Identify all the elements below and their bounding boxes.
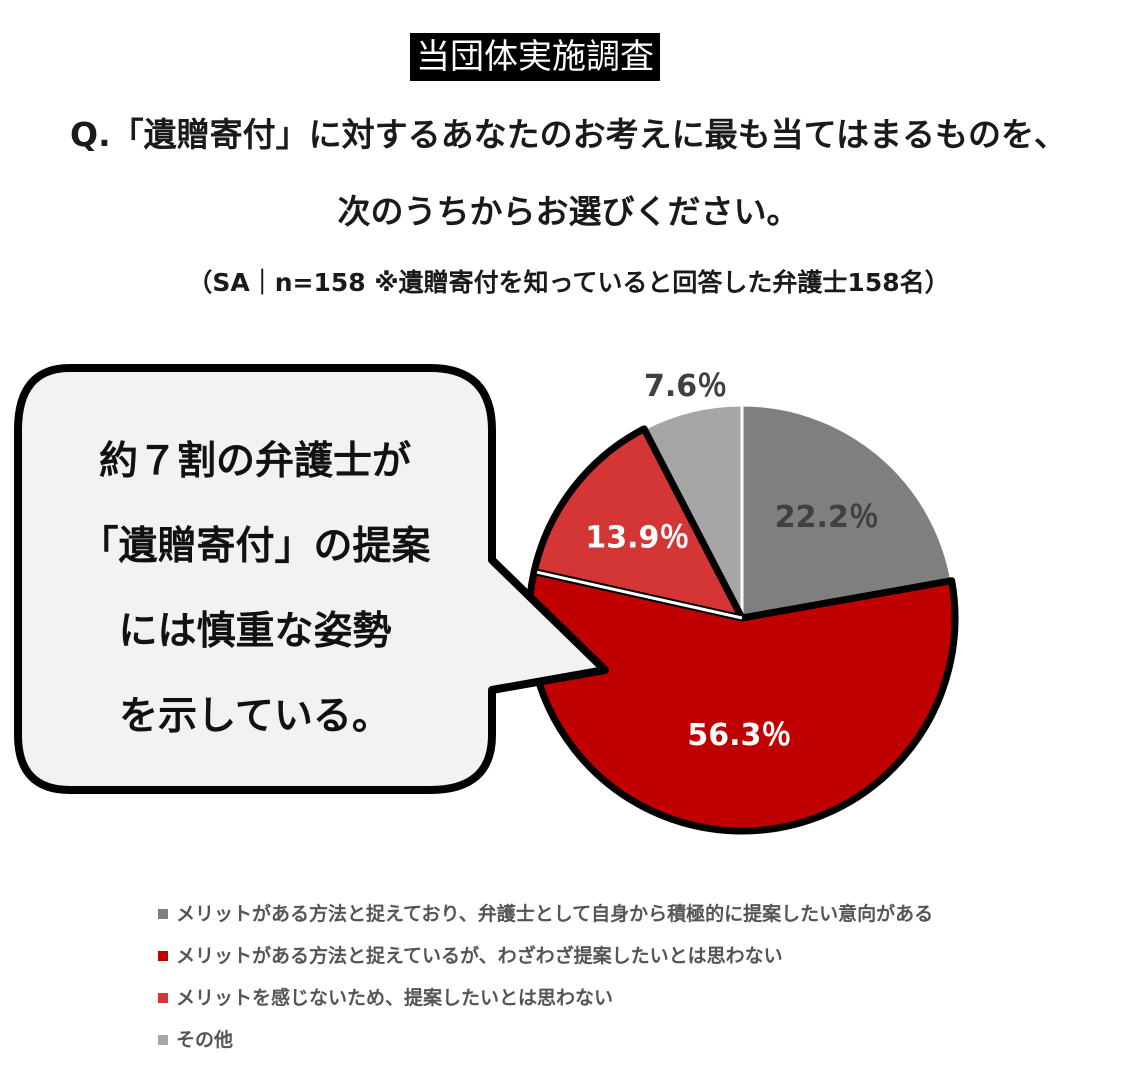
survey-badge: 当団体実施調査 <box>410 33 660 81</box>
legend-swatch <box>158 993 168 1003</box>
pie-divider <box>536 570 743 620</box>
pie-value-label: 13.9％ <box>585 520 689 555</box>
callout-line-4: を示している。 <box>119 694 391 739</box>
legend: メリットがある方法と捉えており、弁護士として自身から積極的に提案したい意向がある… <box>158 893 933 1061</box>
legend-swatch <box>158 1035 168 1045</box>
sample-note: （SA｜n=158 ※遺贈寄付を知っていると回答した弁護士158名） <box>187 268 950 297</box>
callout-line-1: 約７割の弁護士が <box>98 439 411 484</box>
question-title-line2: 次のうちからお選びください。 <box>337 192 800 231</box>
legend-item: メリットがある方法と捉えているが、わざわざ提案したいとは思わない <box>158 935 933 977</box>
legend-label: メリットがある方法と捉えており、弁護士として自身から積極的に提案したい意向がある <box>176 903 934 925</box>
legend-item: メリットがある方法と捉えており、弁護士として自身から積極的に提案したい意向がある <box>158 893 933 935</box>
legend-item: その他 <box>158 1019 933 1061</box>
pie-slice <box>740 403 954 620</box>
pie-value-label: 56.3％ <box>687 718 791 753</box>
pie-value-label: 22.2％ <box>775 500 879 535</box>
callout-bubble <box>14 364 609 794</box>
legend-swatch <box>158 951 168 961</box>
legend-label: メリットを感じないため、提案したいとは思わない <box>176 987 614 1009</box>
legend-swatch <box>158 909 168 919</box>
callout-line-2: 「遺贈寄付」の提案 <box>79 524 431 569</box>
callout-line-3: には慎重な姿勢 <box>118 609 392 654</box>
question-title-line1: Q.「遺贈寄付」に対するあなたのお考えに最も当てはまるものを、 <box>70 115 1067 154</box>
legend-label: その他 <box>176 1029 234 1051</box>
legend-item: メリットを感じないため、提案したいとは思わない <box>158 977 933 1019</box>
pie-value-label: 7.6％ <box>644 369 727 404</box>
legend-label: メリットがある方法と捉えているが、わざわざ提案したいとは思わない <box>176 945 783 967</box>
pie-slice <box>530 425 746 622</box>
